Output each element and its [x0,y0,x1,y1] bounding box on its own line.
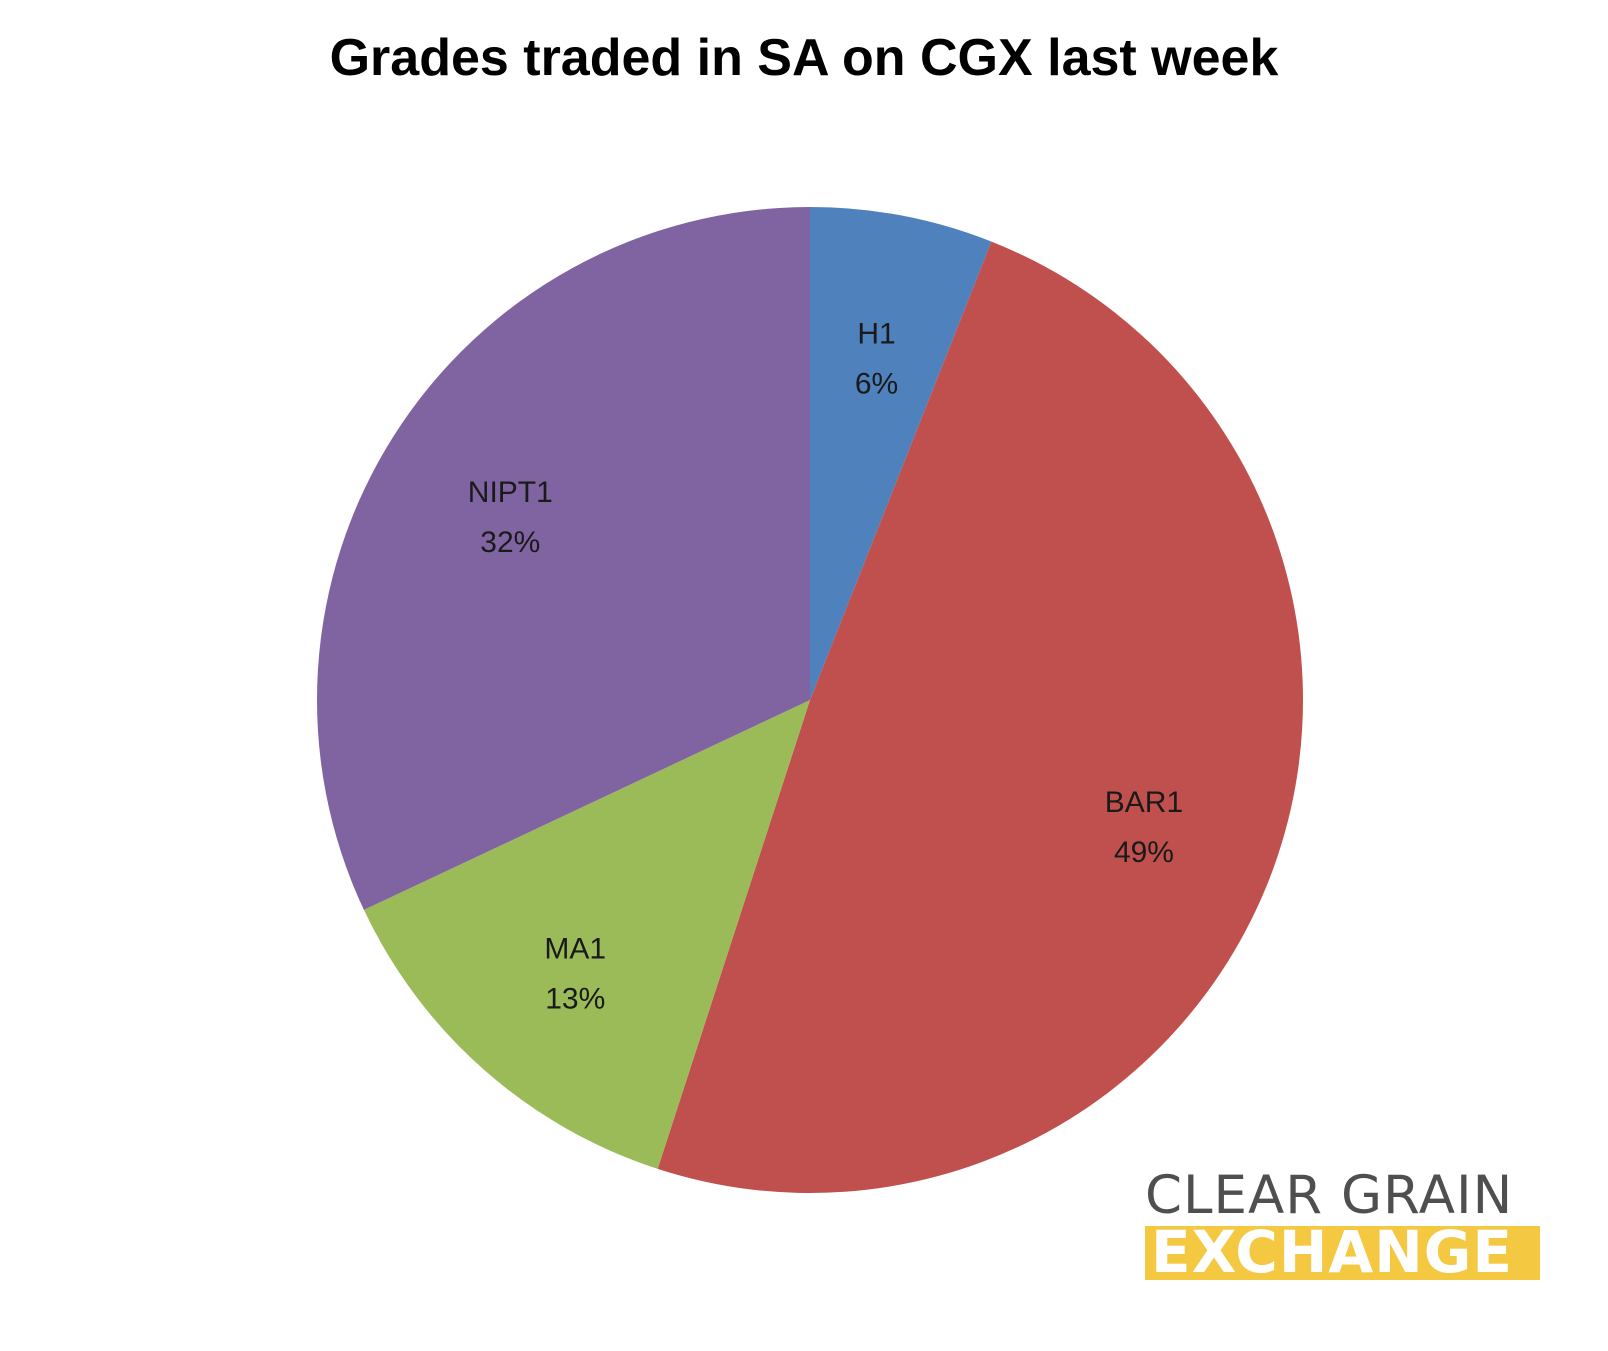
logo-line1: CLEAR GRAIN [1145,1165,1514,1226]
slice-label-bar1: BAR1 [1105,786,1183,819]
clear-grain-exchange-logo: CLEAR GRAIN EXCHANGE [1145,1165,1540,1283]
slice-percent-nipt1: 32% [480,526,540,559]
pie-slice-h1 [810,207,992,700]
slice-label-h1: H1 [857,317,895,350]
slice-label-ma1: MA1 [544,932,606,965]
slice-percent-ma1: 13% [545,982,605,1015]
pie-labels: H1 6% BAR1 49% MA1 13% NIPT1 32% [468,317,1183,1015]
pie-slice-ma1 [363,700,810,1169]
chart-title: Grades traded in SA on CGX last week [330,29,1279,87]
pie-slice-nipt1 [317,207,810,910]
slice-percent-h1: 6% [855,367,898,400]
pie-slices [317,207,1303,1193]
logo-band: EXCHANGE [1145,1221,1540,1283]
slice-percent-bar1: 49% [1114,836,1174,869]
pie-slice-bar1 [657,241,1303,1193]
slice-label-nipt1: NIPT1 [468,476,553,509]
logo-line2: EXCHANGE [1151,1218,1514,1286]
